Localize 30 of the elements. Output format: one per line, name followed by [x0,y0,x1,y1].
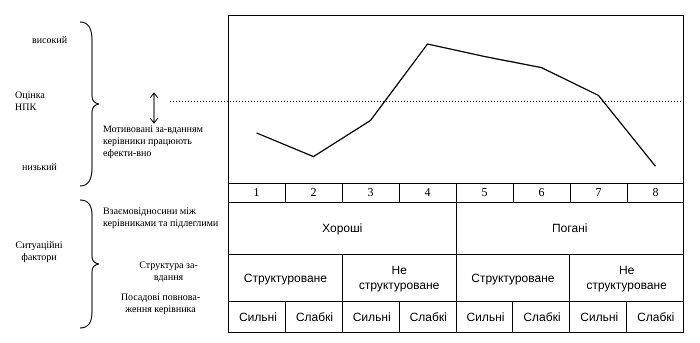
text: Сильні [228,302,286,332]
text: Структуроване [228,254,342,302]
x-tick-label: 4 [424,185,430,200]
text: низький [22,162,58,174]
text: Не структуроване [342,254,456,302]
text: Посадові повнова-ження керівника [120,292,202,316]
text: високий [32,35,68,47]
x-tick-label: 5 [482,185,488,200]
x-tick-label: 3 [368,185,374,200]
text: Слабкі [285,302,342,332]
x-tick-label: 6 [538,185,544,200]
x-tick-label: 7 [596,185,602,200]
text: Ситуаційні фактори [14,240,64,264]
text: Слабкі [626,302,684,332]
x-tick-label: 8 [652,185,658,200]
x-tick-label: 2 [310,185,316,200]
text: Слабкі [512,302,570,332]
x-tick-label: 1 [254,185,260,200]
text: Погані [456,202,684,254]
text: Не структуроване [570,254,684,302]
text: Сильні [456,302,513,332]
text: Оцінка НПК [15,90,46,114]
text: Хороші [228,202,456,254]
text: Сильні [342,302,400,332]
text: Структуроване [456,254,570,302]
text: Слабкі [399,302,456,332]
text: Мотивовані за-вданням керівники працюють ефекти-вно [103,124,204,160]
text: Сильні [570,302,627,332]
text: Структура за-вдання [138,260,199,284]
text: Взаємовідносини між керівниками та підлеглими [103,206,220,230]
